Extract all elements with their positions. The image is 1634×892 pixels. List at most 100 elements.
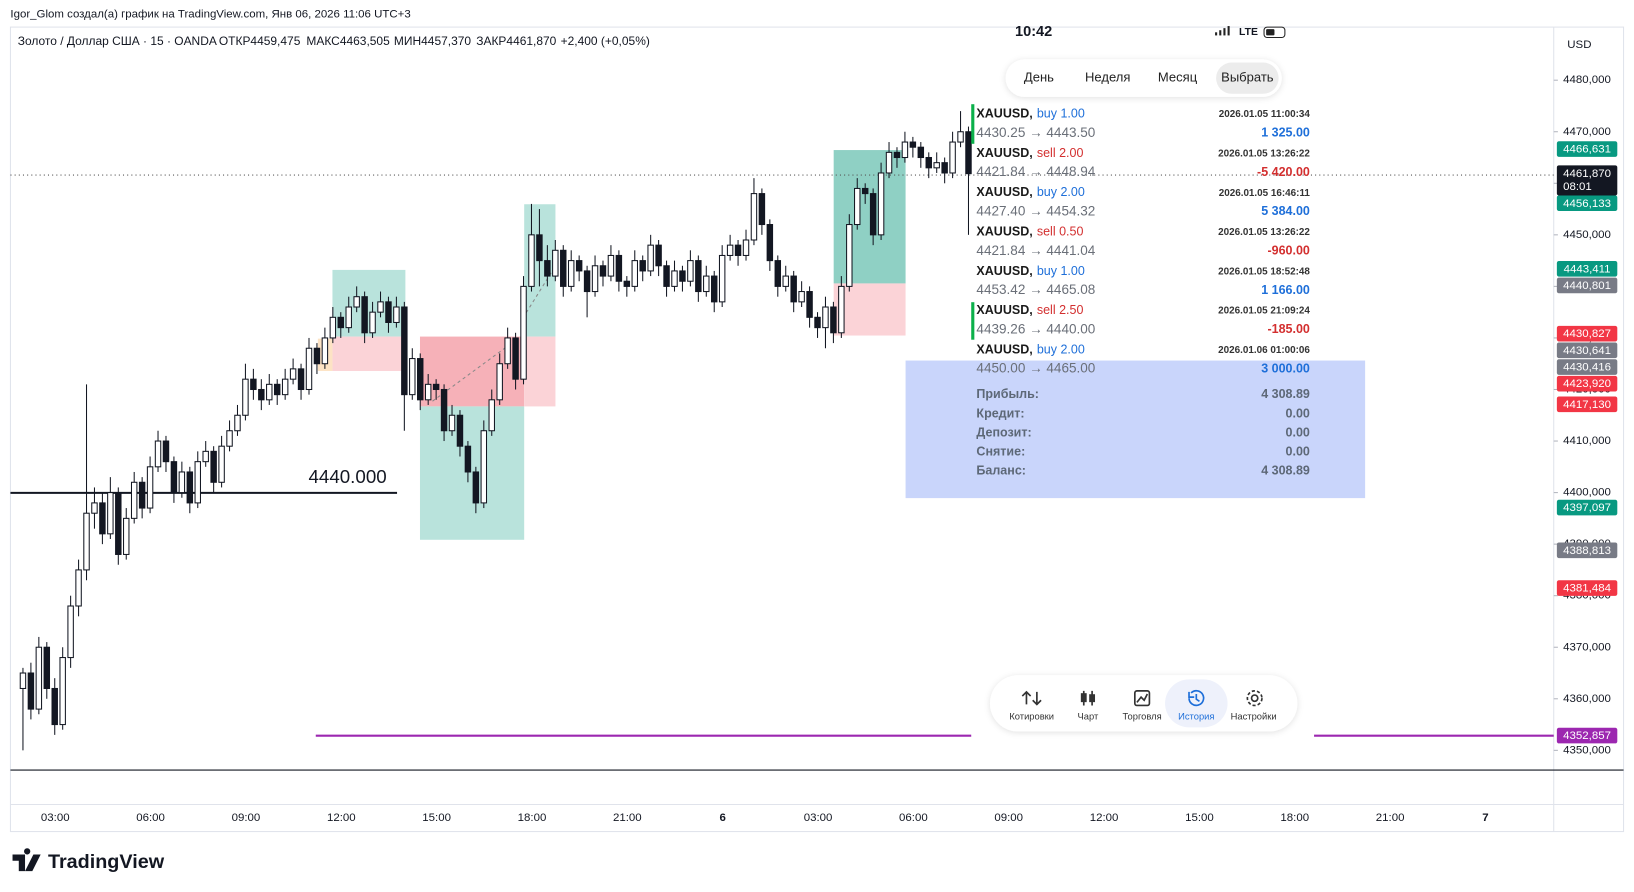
summary-value: 0.00	[1286, 444, 1310, 458]
candle-body	[138, 481, 146, 509]
price-tag	[1556, 141, 1618, 157]
candle-body	[448, 414, 456, 432]
nav-item[interactable]: История	[1178, 711, 1214, 721]
candle-body	[218, 445, 225, 483]
candle-body	[758, 193, 766, 226]
nav-item[interactable]: Чарт	[1078, 711, 1099, 721]
summary-label: Прибыль:	[976, 387, 1039, 401]
loss-zone	[524, 336, 556, 407]
candle-body	[424, 383, 432, 401]
period-tab[interactable]: Выбрать	[1221, 70, 1274, 85]
current-price-label: 4461,870	[1563, 168, 1611, 180]
candle-body	[472, 471, 480, 504]
candle-body	[258, 388, 265, 401]
trade-profit: 5 384.00	[1261, 204, 1310, 218]
logo-icon	[12, 848, 41, 872]
candle-body	[417, 358, 424, 401]
candle-body	[361, 296, 368, 334]
candle-body	[933, 162, 940, 169]
candle-body	[202, 450, 209, 463]
trade-prices: 4421.84 → 4441.04	[976, 243, 1095, 258]
candle-body	[925, 156, 932, 169]
logo: TradingView	[12, 848, 165, 873]
x-tick-label: 18:00	[518, 812, 547, 824]
summary-panel	[905, 360, 1366, 499]
period-tab[interactable]: День	[1024, 70, 1054, 85]
nav-item[interactable]: Торговля	[1123, 711, 1162, 721]
trade-symbol: XAUUSD,	[976, 343, 1032, 357]
candle-body	[798, 291, 805, 303]
countdown: 08:01	[1563, 181, 1592, 193]
battery-level	[1266, 29, 1275, 36]
candle-body	[401, 306, 408, 396]
trade-profit: -185.00	[1267, 322, 1309, 336]
candle-body	[123, 517, 130, 555]
trade-side: sell 0.50	[1037, 225, 1084, 239]
candle-body	[520, 285, 527, 380]
candle-body	[647, 244, 654, 272]
x-tick-label: 15:00	[1185, 812, 1214, 824]
trade-title: XAUUSD, buy 1.00	[976, 264, 1084, 278]
period-tab[interactable]: Месяц	[1158, 70, 1198, 85]
candle-body	[615, 254, 623, 282]
candle-body	[385, 301, 392, 323]
phone-overlay: 10:42 LTE День Неделя Месяц Выбрать XAUUSD, b…	[905, 24, 1366, 732]
price-tag	[1556, 542, 1618, 559]
trade-profit: -5 420.00	[1257, 165, 1310, 179]
price-tag	[1556, 325, 1618, 342]
candle-body	[369, 311, 376, 334]
trade-symbol: XAUUSD,	[976, 264, 1032, 278]
trade-prices: 4427.40 → 4454.32	[976, 204, 1095, 219]
trade-side: sell 2.50	[1037, 303, 1084, 317]
active-nav-bg	[1165, 679, 1228, 728]
currency: USD	[1567, 39, 1591, 51]
candle-body	[170, 461, 178, 494]
candle-body	[154, 440, 162, 468]
candle-body	[234, 414, 241, 432]
candle-body	[766, 224, 774, 262]
nav-item[interactable]: Настройки	[1231, 711, 1277, 721]
summary-value: 0.00	[1286, 425, 1310, 439]
candle-body	[838, 285, 845, 334]
candle-body	[178, 471, 186, 494]
x-tick-label: 21:00	[613, 812, 642, 824]
x-tick-label: 21:00	[1376, 812, 1405, 824]
candle-body	[488, 399, 495, 432]
ohlc-high: МАКС4463,505	[306, 34, 390, 48]
y-tick-label: 4450,000	[1563, 229, 1611, 241]
time-axis: 03:00 06:00 09:00 12:00 15:00 18:00 21:00 6 03:0…	[41, 812, 1489, 824]
x-tick-label: 7	[1482, 812, 1488, 824]
y-tick-label: 4410,000	[1563, 435, 1611, 447]
candle-body	[250, 378, 257, 391]
trade-side: buy 1.00	[1037, 107, 1085, 121]
trade-icon-line	[1136, 693, 1149, 703]
candle-body	[496, 363, 503, 401]
candle-body	[854, 187, 861, 226]
trade-time: 2026.01.05 13:26:22	[1218, 149, 1310, 160]
price-tags: 4466,631 4456,133 4443,411 4440,801 4430,827…	[1556, 141, 1618, 744]
marker	[971, 302, 975, 340]
trade-title: XAUUSD, buy 2.00	[976, 343, 1084, 357]
candle-body	[313, 347, 321, 365]
nav-item[interactable]: Котировки	[1009, 711, 1054, 721]
x-tick-label: 09:00	[994, 812, 1023, 824]
chart-icon-body	[1080, 693, 1087, 703]
candle-body	[734, 244, 742, 256]
candle-body	[591, 265, 599, 293]
summary-value: 4 308.89	[1261, 387, 1310, 401]
price-tag-label: 4466,631	[1563, 144, 1611, 156]
price-tag-label: 4417,130	[1563, 399, 1611, 411]
y-tick-label: 4370,000	[1563, 641, 1611, 653]
candle-body	[544, 260, 551, 277]
settings-icon	[1250, 694, 1259, 703]
period-tab[interactable]: Неделя	[1085, 70, 1130, 85]
candle-body	[869, 193, 877, 236]
loss-zone	[332, 336, 406, 371]
trade-title: XAUUSD, buy 1.00	[976, 107, 1084, 121]
y-tick-label: 4400,000	[1563, 487, 1611, 499]
candle-body	[393, 306, 400, 323]
candle-body	[512, 337, 519, 380]
status-network: LTE	[1239, 27, 1258, 38]
candle-body	[742, 239, 750, 256]
candle-body	[917, 146, 925, 159]
